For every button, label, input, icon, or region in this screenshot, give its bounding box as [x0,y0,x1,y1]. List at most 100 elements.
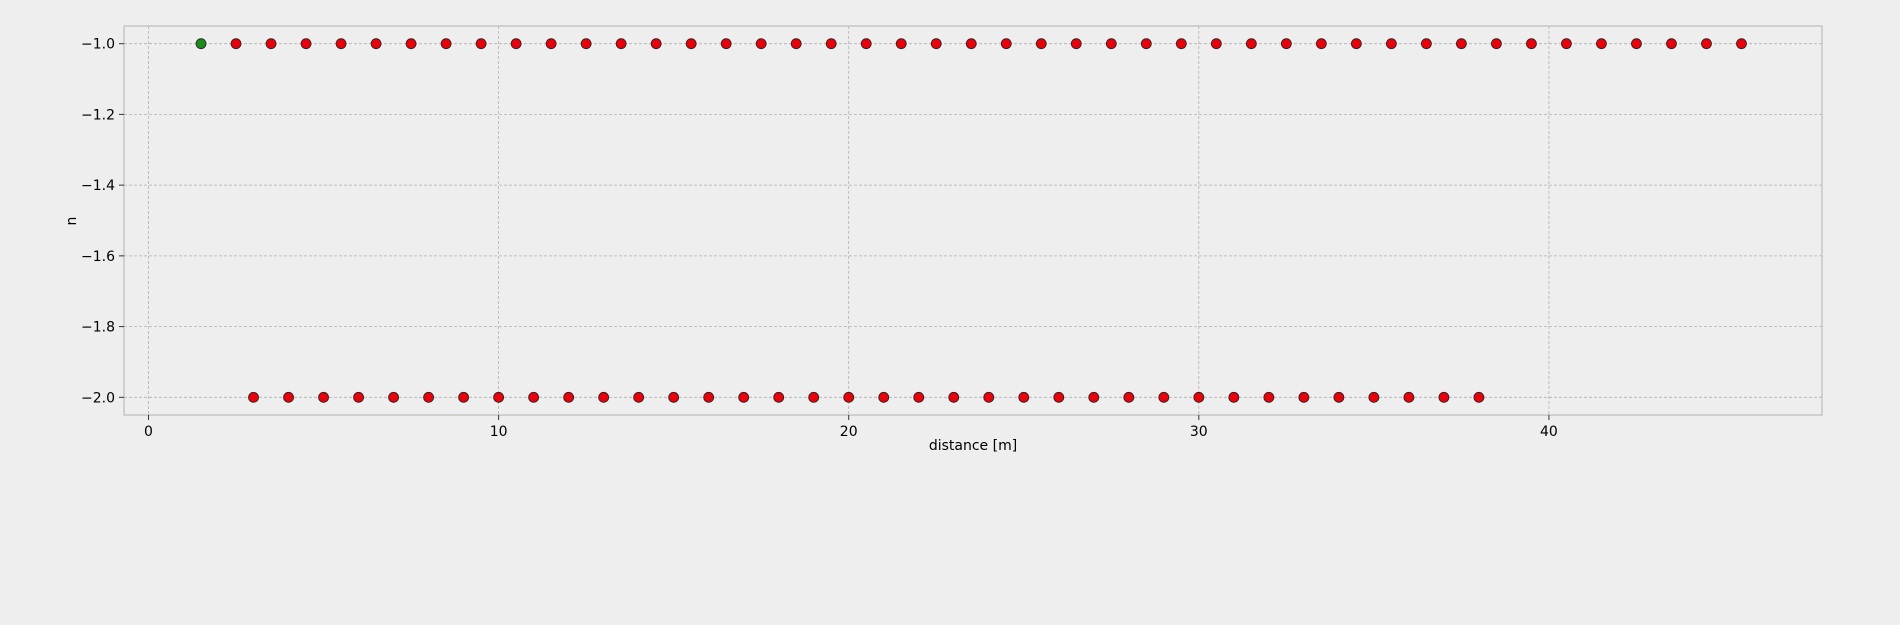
data-point [1088,391,1100,403]
data-point [650,38,662,50]
data-point [1000,38,1012,50]
data-point [283,391,294,403]
data-point [1245,38,1257,50]
data-point [1315,38,1327,50]
data-point [1631,38,1642,50]
data-point [808,391,820,403]
x-tick-label: 20 [840,424,858,440]
plot-frame [123,25,1823,416]
data-point [983,391,995,403]
data-point [685,38,697,50]
axis-ticks: 0 10 20 30 40 −1.0 −1.2 −1.4 −1.6 −1.8 −2.0 [81,37,1558,440]
data-point [1736,38,1747,50]
x-tick-label: 0 [144,424,153,440]
data-point [230,38,242,50]
x-tick-label: 30 [1190,424,1208,440]
data-point [1105,38,1117,50]
y-tick-label: −1.8 [81,320,115,336]
y-tick-label: −2.0 [81,390,115,406]
data-point [633,391,645,403]
data-point [1228,391,1240,403]
data-point [965,38,977,50]
data-point [1526,38,1537,50]
data-point [1333,391,1345,403]
x-tick-label: 10 [490,424,508,440]
data-point [475,38,487,50]
plot-area-background [124,26,1822,415]
data-point [545,38,557,50]
data-point [1596,38,1607,50]
data-point [825,38,837,50]
data-point [1666,38,1677,50]
data-point [738,391,750,403]
data-point [1018,391,1030,403]
y-tick-label: −1.6 [81,249,115,265]
data-point [1035,38,1047,50]
data-point [440,38,452,50]
data-point [335,38,347,50]
data-point [1175,38,1187,50]
data-point [1123,391,1135,403]
data-point [790,38,802,50]
data-point [353,391,364,403]
data-point [1350,38,1362,50]
data-point [265,38,277,50]
data-point [843,391,855,403]
data-point [318,391,329,403]
y-tick-label: −1.2 [81,107,115,123]
data-point [1280,38,1292,50]
data-point [1420,38,1432,50]
x-tick-label: 40 [1540,424,1558,440]
data-point [720,38,732,50]
data-point [668,391,680,403]
y-tick-label: −1.0 [81,37,115,53]
y-axis-label: n [64,217,80,226]
data-point [1385,38,1397,50]
data-point [878,391,890,403]
data-point [528,391,540,403]
data-point [1473,391,1485,403]
grid-lines [124,26,1822,415]
data-point [423,391,434,403]
data-point [1438,391,1450,403]
data-point [493,391,505,403]
data-point [1701,38,1712,50]
data-point [580,38,592,50]
data-points [195,38,1747,403]
data-point [563,391,575,403]
data-point [773,391,785,403]
y-tick-label: −1.4 [81,178,115,194]
data-point [248,391,259,403]
data-point [615,38,627,50]
data-point [1561,38,1572,50]
data-point [388,391,399,403]
data-point [1491,38,1502,50]
data-point [703,391,715,403]
x-axis-label: distance [m] [929,438,1017,454]
data-point [300,38,312,50]
data-point [1298,391,1310,403]
data-point [913,391,925,403]
data-point [1455,38,1467,50]
data-point [370,38,382,50]
data-point [755,38,767,50]
data-point [1193,391,1205,403]
data-point [1210,38,1222,50]
data-point [1140,38,1152,50]
data-point [598,391,610,403]
data-point [1070,38,1082,50]
data-point [1158,391,1170,403]
data-point [1368,391,1380,403]
data-point [195,38,207,50]
data-point [895,38,907,50]
data-point [948,391,960,403]
data-point [1403,391,1415,403]
data-point [930,38,942,50]
data-point [1263,391,1275,403]
data-point [510,38,522,50]
data-point [860,38,872,50]
data-point [1053,391,1065,403]
data-point [405,38,417,50]
data-point [458,391,470,403]
